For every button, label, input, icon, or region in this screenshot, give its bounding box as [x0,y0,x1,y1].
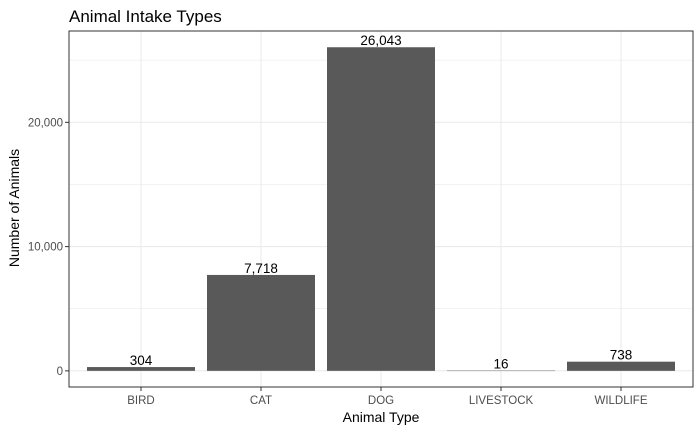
x-tick-label: CAT [250,395,272,407]
y-tick-label: 20,000 [28,117,63,129]
y-tick-label: 0 [57,366,63,378]
data-label-livestock: 16 [493,357,508,372]
bar-bird [87,367,195,371]
data-label-wildlife: 738 [610,348,633,363]
x-tick-label: LIVESTOCK [469,395,534,407]
bar-wildlife [567,361,675,371]
x-tick-label: BIRD [127,395,154,407]
data-label-dog: 26,043 [360,33,401,48]
bar-cat [207,274,315,371]
data-label-bird: 304 [130,353,153,368]
x-axis-title: Animal Type [343,409,420,425]
bars [87,47,675,372]
data-label-cat: 7,718 [244,261,278,276]
x-axis-ticks: BIRD CAT DOG LIVESTOCK WILDLIFE [127,387,648,407]
y-tick-label: 10,000 [28,242,63,254]
y-axis-title: Number of Animals [6,149,22,267]
y-axis-ticks: 0 10,000 20,000 [28,117,69,378]
x-tick-label: DOG [368,395,394,407]
x-tick-label: WILDLIFE [594,395,647,407]
chart-title: Animal Intake Types [69,7,222,26]
bar-dog [327,47,435,371]
bar-value-labels: 304 7,718 26,043 16 738 [130,33,633,371]
